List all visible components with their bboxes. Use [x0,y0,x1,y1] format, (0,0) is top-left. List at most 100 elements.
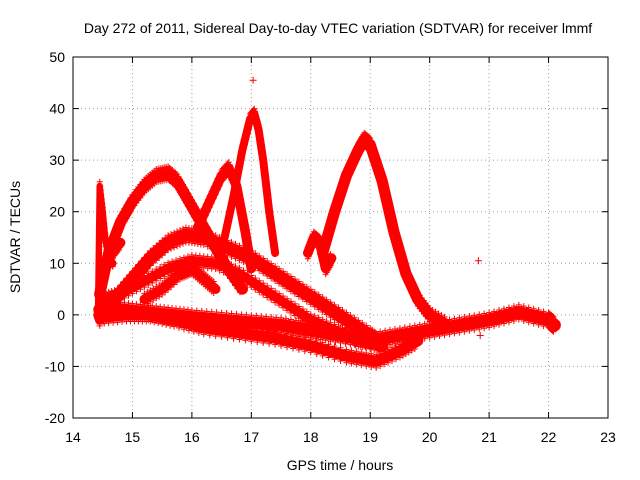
data-point [179,194,186,201]
data-point [153,257,160,264]
data-point [227,162,234,169]
data-point [261,170,268,177]
data-point [520,317,527,324]
data-point [173,257,180,264]
data-point [97,315,104,322]
data-point [216,256,223,263]
outlier-point [474,257,482,265]
data-point [224,271,231,278]
data-point [177,255,183,262]
x-tick-label: 16 [184,429,200,445]
data-point [366,134,373,141]
data-point [98,291,105,298]
y-tick-label: -10 [45,358,65,374]
data-point [331,215,338,222]
data-point [237,159,244,166]
data-point [319,246,326,253]
x-tick-label: 23 [600,429,616,445]
data-point [268,260,275,267]
data-point [343,309,350,316]
data-point [398,250,405,257]
data-point [102,230,109,237]
data-point [216,171,223,178]
data-point [271,248,278,255]
data-point [108,288,115,295]
data-point [252,110,259,117]
data-point [220,257,227,264]
x-tick-label: 15 [125,429,141,445]
data-point [210,290,217,297]
data-point [113,222,120,229]
data-point [227,275,234,282]
data-point [317,321,324,328]
data-point [196,225,203,232]
data-point [230,198,237,205]
data-point [347,312,354,319]
data-point [307,301,314,308]
plot-frame [72,56,609,419]
data-point [261,160,268,167]
data-point [159,252,166,259]
data-point [410,281,417,288]
data-point [345,174,352,181]
data-point [109,233,116,240]
data-point [95,243,102,250]
data-point [216,248,223,255]
data-point [141,272,148,279]
data-point [220,250,227,257]
data-point [171,244,178,251]
data-point [389,344,396,351]
data-point [270,241,277,248]
data-point [323,318,330,325]
data-point [204,243,211,250]
chart-title: Day 272 of 2011, Sidereal Day-to-day VTE… [84,20,592,36]
data-point [359,319,366,326]
data-point [221,229,228,236]
data-point [254,118,261,125]
data-point [165,163,172,170]
data-point [441,313,448,320]
data-point [226,208,233,215]
data-point [116,247,123,254]
data-point [392,229,399,236]
data-point [267,220,274,227]
data-point [204,228,211,235]
data-point [337,197,344,204]
data-point [357,328,364,335]
data-point [525,304,532,311]
data-point [166,177,173,184]
data-point [179,225,186,232]
data-point [220,269,227,276]
data-point [228,272,235,279]
data-point [267,210,274,217]
data-point [316,233,323,240]
data-point [379,184,386,191]
data-point [335,190,342,197]
data-point [200,217,207,224]
series-band [303,232,337,274]
data-point [404,268,411,275]
data-point [392,356,399,363]
data-point [254,339,261,346]
data-point [392,242,399,249]
data-point [505,319,512,326]
data-point [147,262,154,269]
data-point [389,357,396,364]
data-point [174,171,181,178]
data-point [185,327,192,334]
data-point [491,308,498,315]
data-point [383,188,390,195]
data-point [291,276,298,283]
data-point [260,291,267,298]
data-point [264,186,271,193]
data-point [295,293,302,300]
y-tick-label: 50 [49,49,65,65]
data-point [319,294,326,301]
data-point [381,348,388,355]
data-point [412,298,419,305]
data-point [95,251,102,258]
data-point [104,243,111,250]
data-point [347,326,354,333]
data-point [251,108,258,115]
data-point [125,281,132,288]
